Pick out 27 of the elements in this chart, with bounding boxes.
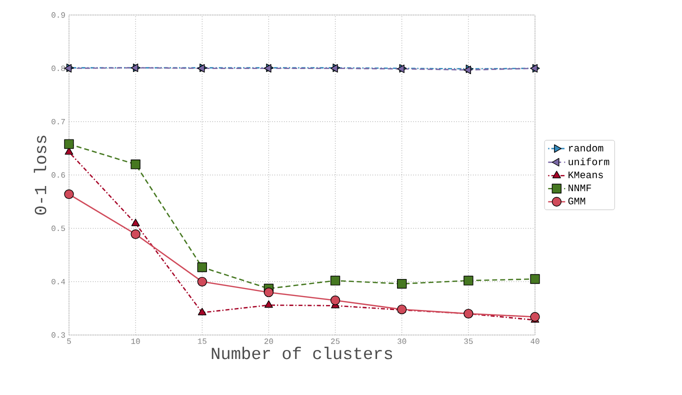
point: [64, 189, 74, 200]
point: [397, 278, 407, 289]
point: [130, 229, 140, 240]
point: [330, 296, 340, 306]
legend-label: KMeans: [568, 172, 603, 178]
point: [530, 312, 540, 322]
point: [330, 64, 338, 73]
legend-label: NNMF: [568, 184, 592, 192]
point: [131, 218, 140, 226]
point: [64, 139, 74, 149]
point: [264, 288, 274, 298]
legend-label: uniform: [568, 158, 610, 166]
x-axis-title: Number of clusters: [212, 346, 392, 360]
point: [264, 300, 273, 308]
legend-label: GMM: [568, 198, 586, 204]
point: [530, 274, 540, 284]
point: [397, 64, 404, 74]
point: [197, 262, 207, 272]
point: [130, 160, 140, 170]
point: [264, 64, 272, 73]
y-axis-title: 0-1 loss: [34, 136, 46, 215]
point: [330, 276, 340, 286]
point: [198, 308, 206, 316]
point: [197, 64, 205, 73]
point: [197, 276, 207, 286]
legend-label: random: [568, 144, 604, 152]
point: [464, 276, 474, 286]
